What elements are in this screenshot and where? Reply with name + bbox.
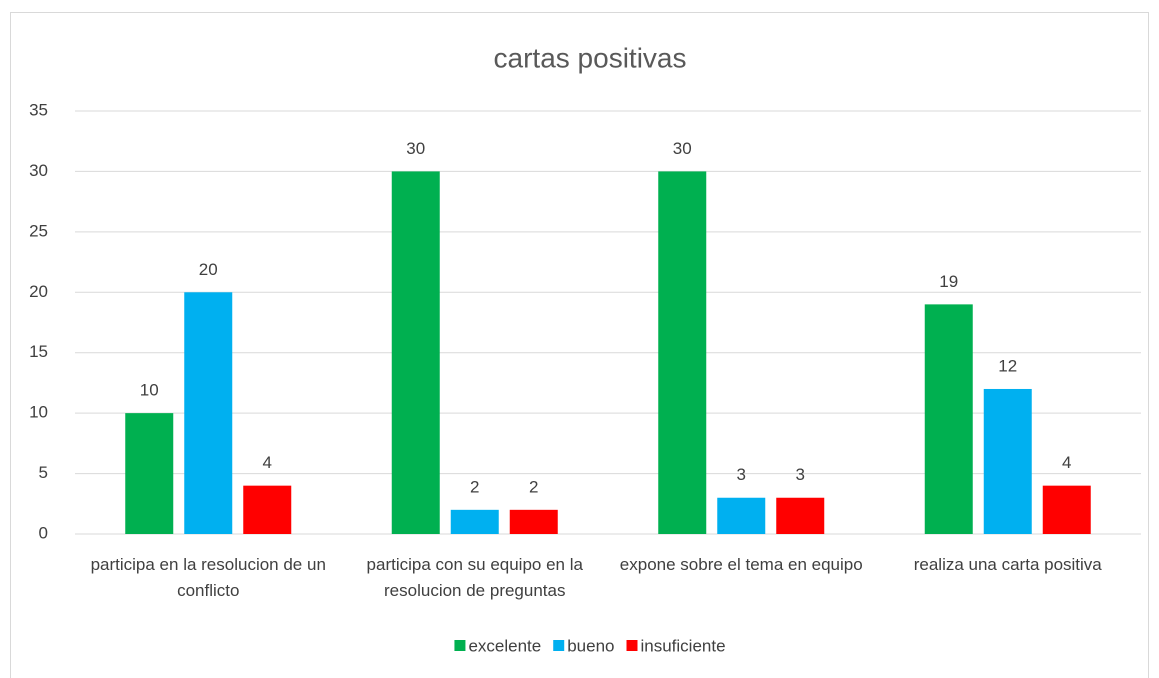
bar <box>924 304 973 534</box>
x-tick-label: participa en la resolucion de un conflic… <box>90 555 326 600</box>
bar <box>983 388 1032 534</box>
y-tick-label: 25 <box>29 221 48 240</box>
data-label: 2 <box>529 477 538 496</box>
data-label: 19 <box>939 272 958 291</box>
data-label: 20 <box>199 260 218 279</box>
bar <box>658 171 707 534</box>
legend-swatch <box>626 640 638 651</box>
legend-label: bueno <box>567 636 614 655</box>
data-label: 3 <box>737 465 746 484</box>
data-label: 3 <box>796 465 805 484</box>
x-tick-label: expone sobre el tema en equipo <box>619 555 863 574</box>
data-label: 30 <box>406 139 425 158</box>
data-label: 30 <box>673 139 692 158</box>
y-tick-label: 15 <box>29 342 48 361</box>
bar <box>1042 485 1091 534</box>
legend-swatch <box>553 640 565 651</box>
y-tick-label: 20 <box>29 282 48 301</box>
legend-label: insuficiente <box>641 636 726 655</box>
y-tick-label: 0 <box>39 523 48 542</box>
legend-label: excelente <box>468 636 541 655</box>
legend-swatch <box>454 640 466 651</box>
x-tick-label: participa con su equipo en la resolucion… <box>366 555 583 600</box>
bar <box>717 497 766 534</box>
bar <box>450 509 499 534</box>
bar <box>184 292 233 534</box>
x-tick-label: realiza una carta positiva <box>913 555 1102 574</box>
y-tick-label: 5 <box>39 463 48 482</box>
y-tick-label: 10 <box>29 403 48 422</box>
data-label: 10 <box>140 381 159 400</box>
y-tick-label: 35 <box>29 100 48 119</box>
chart-title: cartas positivas <box>494 42 687 73</box>
data-label: 2 <box>470 477 479 496</box>
data-label: 4 <box>263 453 272 472</box>
bar <box>125 413 174 534</box>
bar <box>243 485 292 534</box>
y-tick-label: 30 <box>29 161 48 180</box>
bar <box>391 171 440 534</box>
bar <box>509 509 558 534</box>
data-label: 12 <box>998 356 1017 375</box>
data-label: 4 <box>1062 453 1071 472</box>
bar <box>776 497 825 534</box>
